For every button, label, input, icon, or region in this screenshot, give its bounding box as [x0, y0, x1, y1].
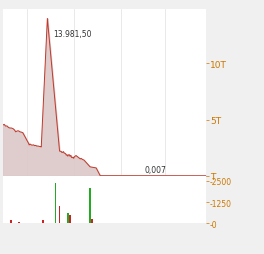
Bar [91, 219, 93, 224]
Text: 13.981,50: 13.981,50 [54, 30, 92, 39]
Bar [59, 207, 60, 224]
Bar [67, 213, 69, 224]
Text: 0,007: 0,007 [145, 165, 167, 174]
Bar [10, 220, 12, 224]
Bar [89, 188, 91, 224]
Bar [69, 215, 71, 224]
Bar [18, 222, 20, 224]
Bar [43, 220, 44, 224]
Bar [55, 183, 56, 224]
